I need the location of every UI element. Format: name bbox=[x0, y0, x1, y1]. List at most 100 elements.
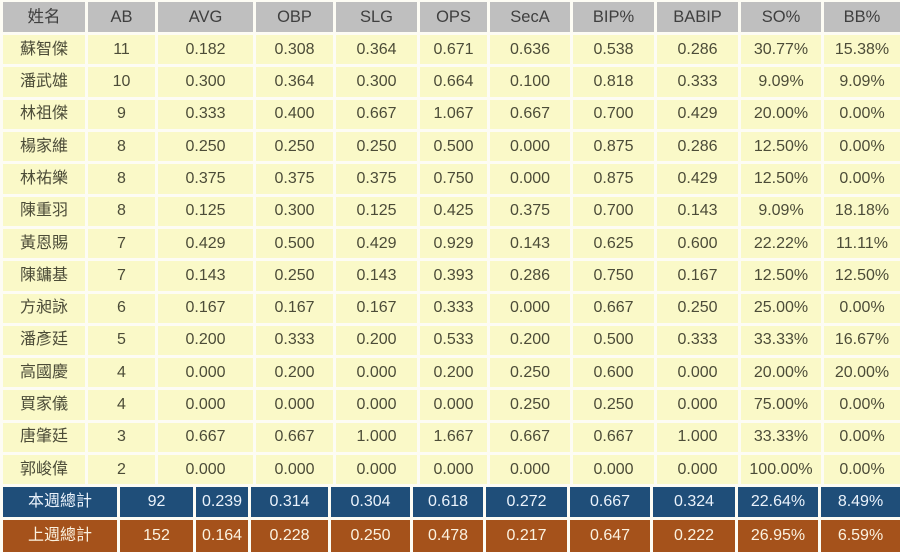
stat-cell-so-pct: 33.33% bbox=[741, 422, 824, 456]
stat-cell-ops: 0.500 bbox=[420, 131, 490, 165]
total-cell-babip: 0.324 bbox=[653, 487, 738, 520]
stat-cell-avg: 0.125 bbox=[158, 196, 256, 229]
stat-cell-avg: 0.000 bbox=[158, 358, 256, 391]
stat-cell-babip: 0.333 bbox=[657, 67, 741, 100]
total-cell-ops: 0.618 bbox=[413, 487, 486, 520]
stat-cell-obp: 0.333 bbox=[256, 325, 336, 359]
stat-cell-seca: 0.143 bbox=[490, 228, 573, 262]
stat-cell-ops: 0.200 bbox=[420, 358, 490, 391]
total-cell-bip-pct: 0.667 bbox=[570, 487, 653, 520]
stat-cell-seca: 0.375 bbox=[490, 196, 573, 229]
stat-cell-slg: 0.143 bbox=[336, 261, 420, 294]
player-name-cell: 潘彥廷 bbox=[3, 325, 88, 359]
stat-cell-obp: 0.400 bbox=[256, 99, 336, 132]
stat-cell-babip: 0.286 bbox=[657, 35, 741, 68]
stat-cell-bb-pct: 12.50% bbox=[824, 261, 900, 294]
stat-cell-ab: 11 bbox=[88, 35, 158, 68]
player-row-name-4: 楊家維 8 0.250 0.250 0.250 0.500 0.000 0.875 0.286 1… bbox=[3, 131, 900, 165]
col-header-slg: SLG bbox=[336, 2, 420, 35]
player-row-name-1: 蘇智傑 11 0.182 0.308 0.364 0.671 0.636 0.538 0.286… bbox=[3, 35, 900, 68]
stat-cell-obp: 0.000 bbox=[256, 455, 336, 488]
stat-cell-slg: 0.364 bbox=[336, 35, 420, 68]
total-cell-seca: 0.217 bbox=[486, 519, 570, 552]
player-row-name-6: 陳重羽 8 0.125 0.300 0.125 0.425 0.375 0.700 0.143 9… bbox=[3, 196, 900, 229]
stat-cell-bip-pct: 0.667 bbox=[573, 422, 657, 456]
stat-cell-obp: 0.300 bbox=[256, 196, 336, 229]
stat-cell-babip: 0.250 bbox=[657, 293, 741, 326]
col-header-bb-pct: BB% bbox=[824, 2, 900, 35]
total-cell-obp: 0.228 bbox=[251, 519, 331, 552]
stat-cell-ab: 7 bbox=[88, 261, 158, 294]
stat-cell-ab: 6 bbox=[88, 293, 158, 326]
stat-cell-ops: 0.671 bbox=[420, 35, 490, 68]
total-cell-ab: 92 bbox=[120, 487, 196, 520]
player-name-cell: 楊家維 bbox=[3, 131, 88, 165]
stat-cell-avg: 0.667 bbox=[158, 422, 256, 456]
player-name-cell: 潘武雄 bbox=[3, 67, 88, 100]
total-cell-bip-pct: 0.647 bbox=[570, 519, 653, 552]
stat-cell-bip-pct: 0.875 bbox=[573, 164, 657, 197]
stat-cell-babip: 0.429 bbox=[657, 99, 741, 132]
player-row-name-14: 郭峻偉 2 0.000 0.000 0.000 0.000 0.000 0.000 0.000 1… bbox=[3, 455, 900, 488]
stat-cell-bip-pct: 0.538 bbox=[573, 35, 657, 68]
stat-cell-obp: 0.000 bbox=[256, 390, 336, 423]
player-row-name-11: 高國慶 4 0.000 0.200 0.000 0.200 0.250 0.600 0.000 2… bbox=[3, 358, 900, 391]
stat-cell-seca: 0.200 bbox=[490, 325, 573, 359]
stat-cell-bip-pct: 0.818 bbox=[573, 67, 657, 100]
stat-cell-so-pct: 20.00% bbox=[741, 358, 824, 391]
stat-cell-ab: 7 bbox=[88, 228, 158, 262]
stat-cell-ops: 0.533 bbox=[420, 325, 490, 359]
stat-cell-seca: 0.667 bbox=[490, 422, 573, 456]
total-cell-so-pct: 22.64% bbox=[738, 487, 821, 520]
player-row-name-7: 黃恩賜 7 0.429 0.500 0.429 0.929 0.143 0.625 0.600 2… bbox=[3, 228, 900, 262]
stat-cell-bip-pct: 0.750 bbox=[573, 261, 657, 294]
stat-cell-seca: 0.000 bbox=[490, 293, 573, 326]
player-row-name-12: 買家儀 4 0.000 0.000 0.000 0.000 0.250 0.250 0.000 7… bbox=[3, 390, 900, 423]
stat-cell-bip-pct: 0.667 bbox=[573, 293, 657, 326]
stat-cell-babip: 0.600 bbox=[657, 228, 741, 262]
stat-cell-seca: 0.000 bbox=[490, 455, 573, 488]
player-row-name-3: 林祖傑 9 0.333 0.400 0.667 1.067 0.667 0.700 0.429 2… bbox=[3, 99, 900, 132]
stat-cell-obp: 0.250 bbox=[256, 131, 336, 165]
stat-cell-slg: 0.167 bbox=[336, 293, 420, 326]
stat-cell-ops: 0.664 bbox=[420, 67, 490, 100]
stat-cell-slg: 0.125 bbox=[336, 196, 420, 229]
stat-cell-seca: 0.000 bbox=[490, 164, 573, 197]
player-name-cell: 高國慶 bbox=[3, 358, 88, 391]
stat-cell-ab: 4 bbox=[88, 390, 158, 423]
stat-cell-ab: 8 bbox=[88, 164, 158, 197]
total-cell-so-pct: 26.95% bbox=[738, 519, 821, 552]
stat-cell-avg: 0.143 bbox=[158, 261, 256, 294]
stat-cell-so-pct: 30.77% bbox=[741, 35, 824, 68]
stat-cell-avg: 0.333 bbox=[158, 99, 256, 132]
player-name-cell: 方昶詠 bbox=[3, 293, 88, 326]
player-name-cell: 林祖傑 bbox=[3, 99, 88, 132]
stat-cell-avg: 0.375 bbox=[158, 164, 256, 197]
total-cell-babip: 0.222 bbox=[653, 519, 738, 552]
stat-cell-obp: 0.167 bbox=[256, 293, 336, 326]
stat-cell-so-pct: 12.50% bbox=[741, 164, 824, 197]
stat-cell-babip: 0.429 bbox=[657, 164, 741, 197]
stat-cell-ab: 8 bbox=[88, 196, 158, 229]
col-header-avg: AVG bbox=[158, 2, 256, 35]
stat-cell-seca: 0.100 bbox=[490, 67, 573, 100]
player-name-cell: 蘇智傑 bbox=[3, 35, 88, 68]
stat-cell-so-pct: 100.00% bbox=[741, 455, 824, 488]
total-cell-seca: 0.272 bbox=[486, 487, 570, 520]
stat-cell-bb-pct: 0.00% bbox=[824, 390, 900, 423]
stat-cell-bip-pct: 0.875 bbox=[573, 131, 657, 165]
stat-cell-ops: 0.000 bbox=[420, 390, 490, 423]
player-row-name-8: 陳鏞基 7 0.143 0.250 0.143 0.393 0.286 0.750 0.167 1… bbox=[3, 261, 900, 294]
stat-cell-slg: 0.429 bbox=[336, 228, 420, 262]
stat-cell-obp: 0.667 bbox=[256, 422, 336, 456]
stat-cell-bb-pct: 0.00% bbox=[824, 99, 900, 132]
player-name-cell: 郭峻偉 bbox=[3, 455, 88, 488]
stat-cell-slg: 0.375 bbox=[336, 164, 420, 197]
player-name-cell: 陳重羽 bbox=[3, 196, 88, 229]
stat-cell-ab: 8 bbox=[88, 131, 158, 165]
stat-cell-obp: 0.200 bbox=[256, 358, 336, 391]
player-name-cell: 林祐樂 bbox=[3, 164, 88, 197]
player-row-name-2: 潘武雄 10 0.300 0.364 0.300 0.664 0.100 0.818 0.333… bbox=[3, 67, 900, 100]
stat-cell-seca: 0.250 bbox=[490, 390, 573, 423]
col-header-so-pct: SO% bbox=[741, 2, 824, 35]
